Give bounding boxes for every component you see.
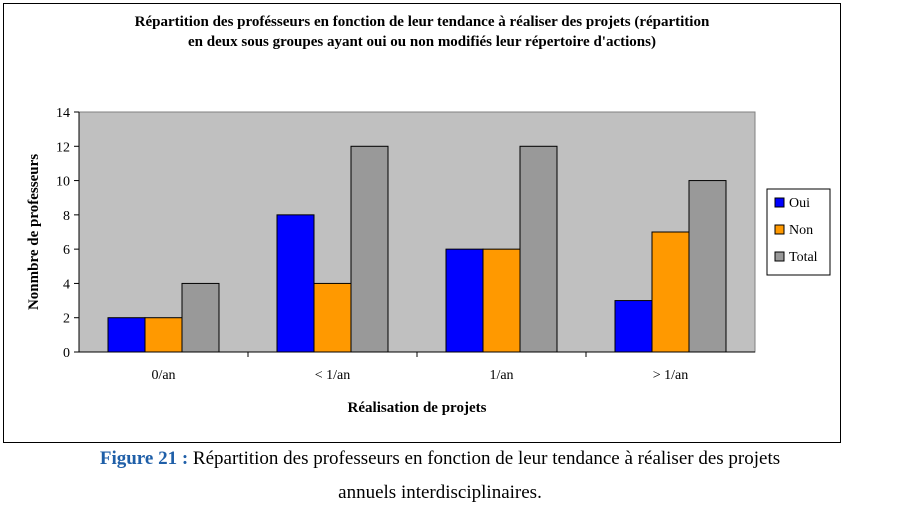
bar-total-1: [350, 145, 389, 353]
y-tick-label: 14: [56, 106, 70, 121]
bar-total-2: [519, 145, 558, 353]
x-tick-label: > 1/an: [653, 368, 689, 383]
figure-caption-line-1: Figure 21 : Répartition des professeurs …: [0, 448, 880, 470]
bar-total-0: [181, 282, 220, 353]
bar-non-2: [482, 248, 521, 353]
caption-text-1: Répartition des professeurs en fonction …: [188, 448, 781, 469]
bar-non-3: [651, 231, 690, 353]
x-tick-label: < 1/an: [315, 368, 351, 383]
figure-label: Figure 21 :: [99, 448, 189, 469]
legend-swatch-total: [774, 251, 785, 262]
figure-caption-line-2: annuels interdisciplinaires.: [0, 482, 880, 504]
chart-frame: Répartition des profésseurs en fonction …: [3, 3, 841, 443]
bar-non-0: [144, 317, 183, 353]
legend-swatch-oui: [774, 197, 785, 208]
bar-oui-3: [614, 300, 653, 353]
legend-label-non: Non: [789, 223, 813, 238]
chart-title-line-1: Répartition des profésseurs en fonction …: [135, 14, 710, 30]
y-tick-label: 8: [63, 209, 70, 224]
bar-total-3: [688, 180, 727, 353]
x-tick-label: 0/an: [151, 368, 175, 383]
y-tick-label: 6: [63, 243, 70, 258]
y-tick-label: 0: [63, 346, 70, 361]
chart-title-line-2: en deux sous groupes ayant oui ou non mo…: [188, 34, 656, 50]
chart: Répartition des profésseurs en fonction …: [26, 14, 831, 416]
x-tick-label: 1/an: [489, 368, 513, 383]
legend-label-total: Total: [789, 250, 818, 265]
x-axis-title: Réalisation de projets: [348, 400, 487, 416]
y-tick-label: 12: [56, 140, 70, 155]
bar-non-1: [313, 282, 352, 353]
legend-swatch-non: [774, 224, 785, 235]
caption-text-2: annuels interdisciplinaires.: [338, 482, 542, 503]
y-axis-title: Nonmbre de professeurs: [26, 154, 42, 310]
bar-oui-0: [107, 317, 146, 353]
y-tick-label: 10: [56, 175, 70, 190]
y-tick-label: 4: [63, 277, 70, 292]
bar-oui-1: [276, 214, 315, 353]
bar-oui-2: [445, 248, 484, 353]
y-tick-label: 2: [63, 312, 70, 327]
legend-label-oui: Oui: [789, 196, 810, 211]
